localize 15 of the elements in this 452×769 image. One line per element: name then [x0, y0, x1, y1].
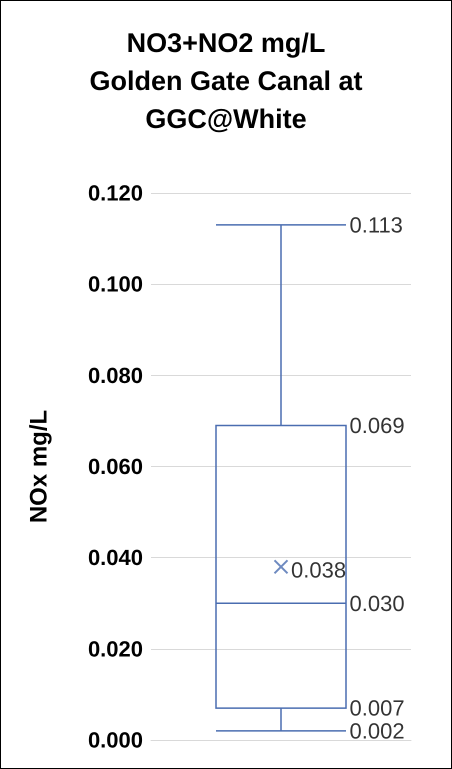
y-tick-label: 0.100	[88, 272, 143, 297]
y-tick-label: 0.120	[88, 180, 143, 206]
y-tick-label: 0.080	[88, 362, 143, 388]
y-tick-label: 0.040	[88, 545, 143, 570]
annotation: 0.069	[350, 412, 405, 438]
y-tick-label: 0.000	[88, 728, 143, 752]
annotation: 0.038	[291, 557, 346, 582]
annotation: 0.113	[350, 212, 403, 238]
annotation: 0.007	[350, 696, 405, 721]
y-tick-label: 0.060	[88, 454, 143, 479]
annotation: 0.030	[350, 590, 405, 616]
y-tick-label: 0.020	[88, 636, 143, 662]
y-axis-title: NOx mg/L	[26, 410, 52, 524]
chart-title: NO3+NO2 mg/L Golden Gate Canal at GGC@White	[89, 28, 363, 134]
annotation: 0.002	[350, 718, 405, 744]
